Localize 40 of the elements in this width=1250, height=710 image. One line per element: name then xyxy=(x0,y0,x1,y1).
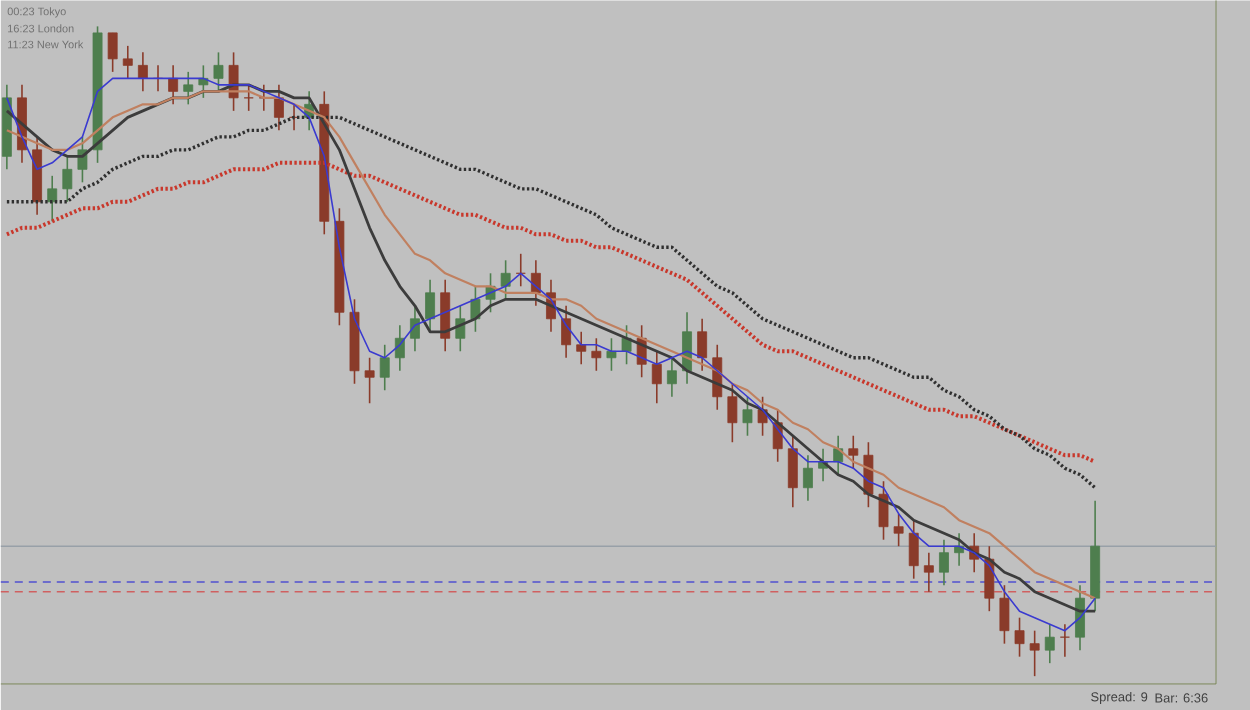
candlestick xyxy=(1029,629,1040,677)
candlestick xyxy=(183,71,194,106)
candlestick xyxy=(999,584,1010,645)
candlestick xyxy=(137,51,148,93)
candlestick xyxy=(47,175,58,223)
candlestick xyxy=(697,318,708,372)
candlestick xyxy=(1044,623,1055,664)
candlestick xyxy=(878,480,889,541)
candlestick xyxy=(122,45,133,80)
candlestick xyxy=(803,454,813,502)
candlestick xyxy=(576,331,587,366)
candlestick xyxy=(591,337,602,372)
candlestick xyxy=(273,84,284,132)
candlestick xyxy=(742,395,753,437)
candlestick xyxy=(379,344,390,392)
candlestick xyxy=(62,155,73,203)
candlestick xyxy=(515,253,526,288)
candlestick xyxy=(984,545,995,613)
candlestick xyxy=(787,434,798,509)
candlestick xyxy=(213,51,224,93)
candlestick xyxy=(606,337,617,372)
candlestick xyxy=(561,305,572,359)
candlestick xyxy=(364,357,375,405)
candlestick xyxy=(243,84,254,112)
candlestick xyxy=(1059,623,1070,658)
candlestick xyxy=(425,279,436,333)
candlestick xyxy=(651,350,662,405)
candlestick xyxy=(1014,616,1025,658)
candlestick xyxy=(939,538,949,587)
candlestick xyxy=(727,382,738,444)
candlestick xyxy=(848,434,859,470)
candlestick xyxy=(893,512,904,548)
candlestick xyxy=(500,259,511,301)
candlestick xyxy=(168,64,179,106)
candlestick xyxy=(440,279,451,353)
candlestick xyxy=(289,103,299,132)
candlestick xyxy=(923,551,934,593)
candlestick xyxy=(666,357,677,398)
candlestick xyxy=(107,32,118,73)
candlestick xyxy=(908,519,919,580)
